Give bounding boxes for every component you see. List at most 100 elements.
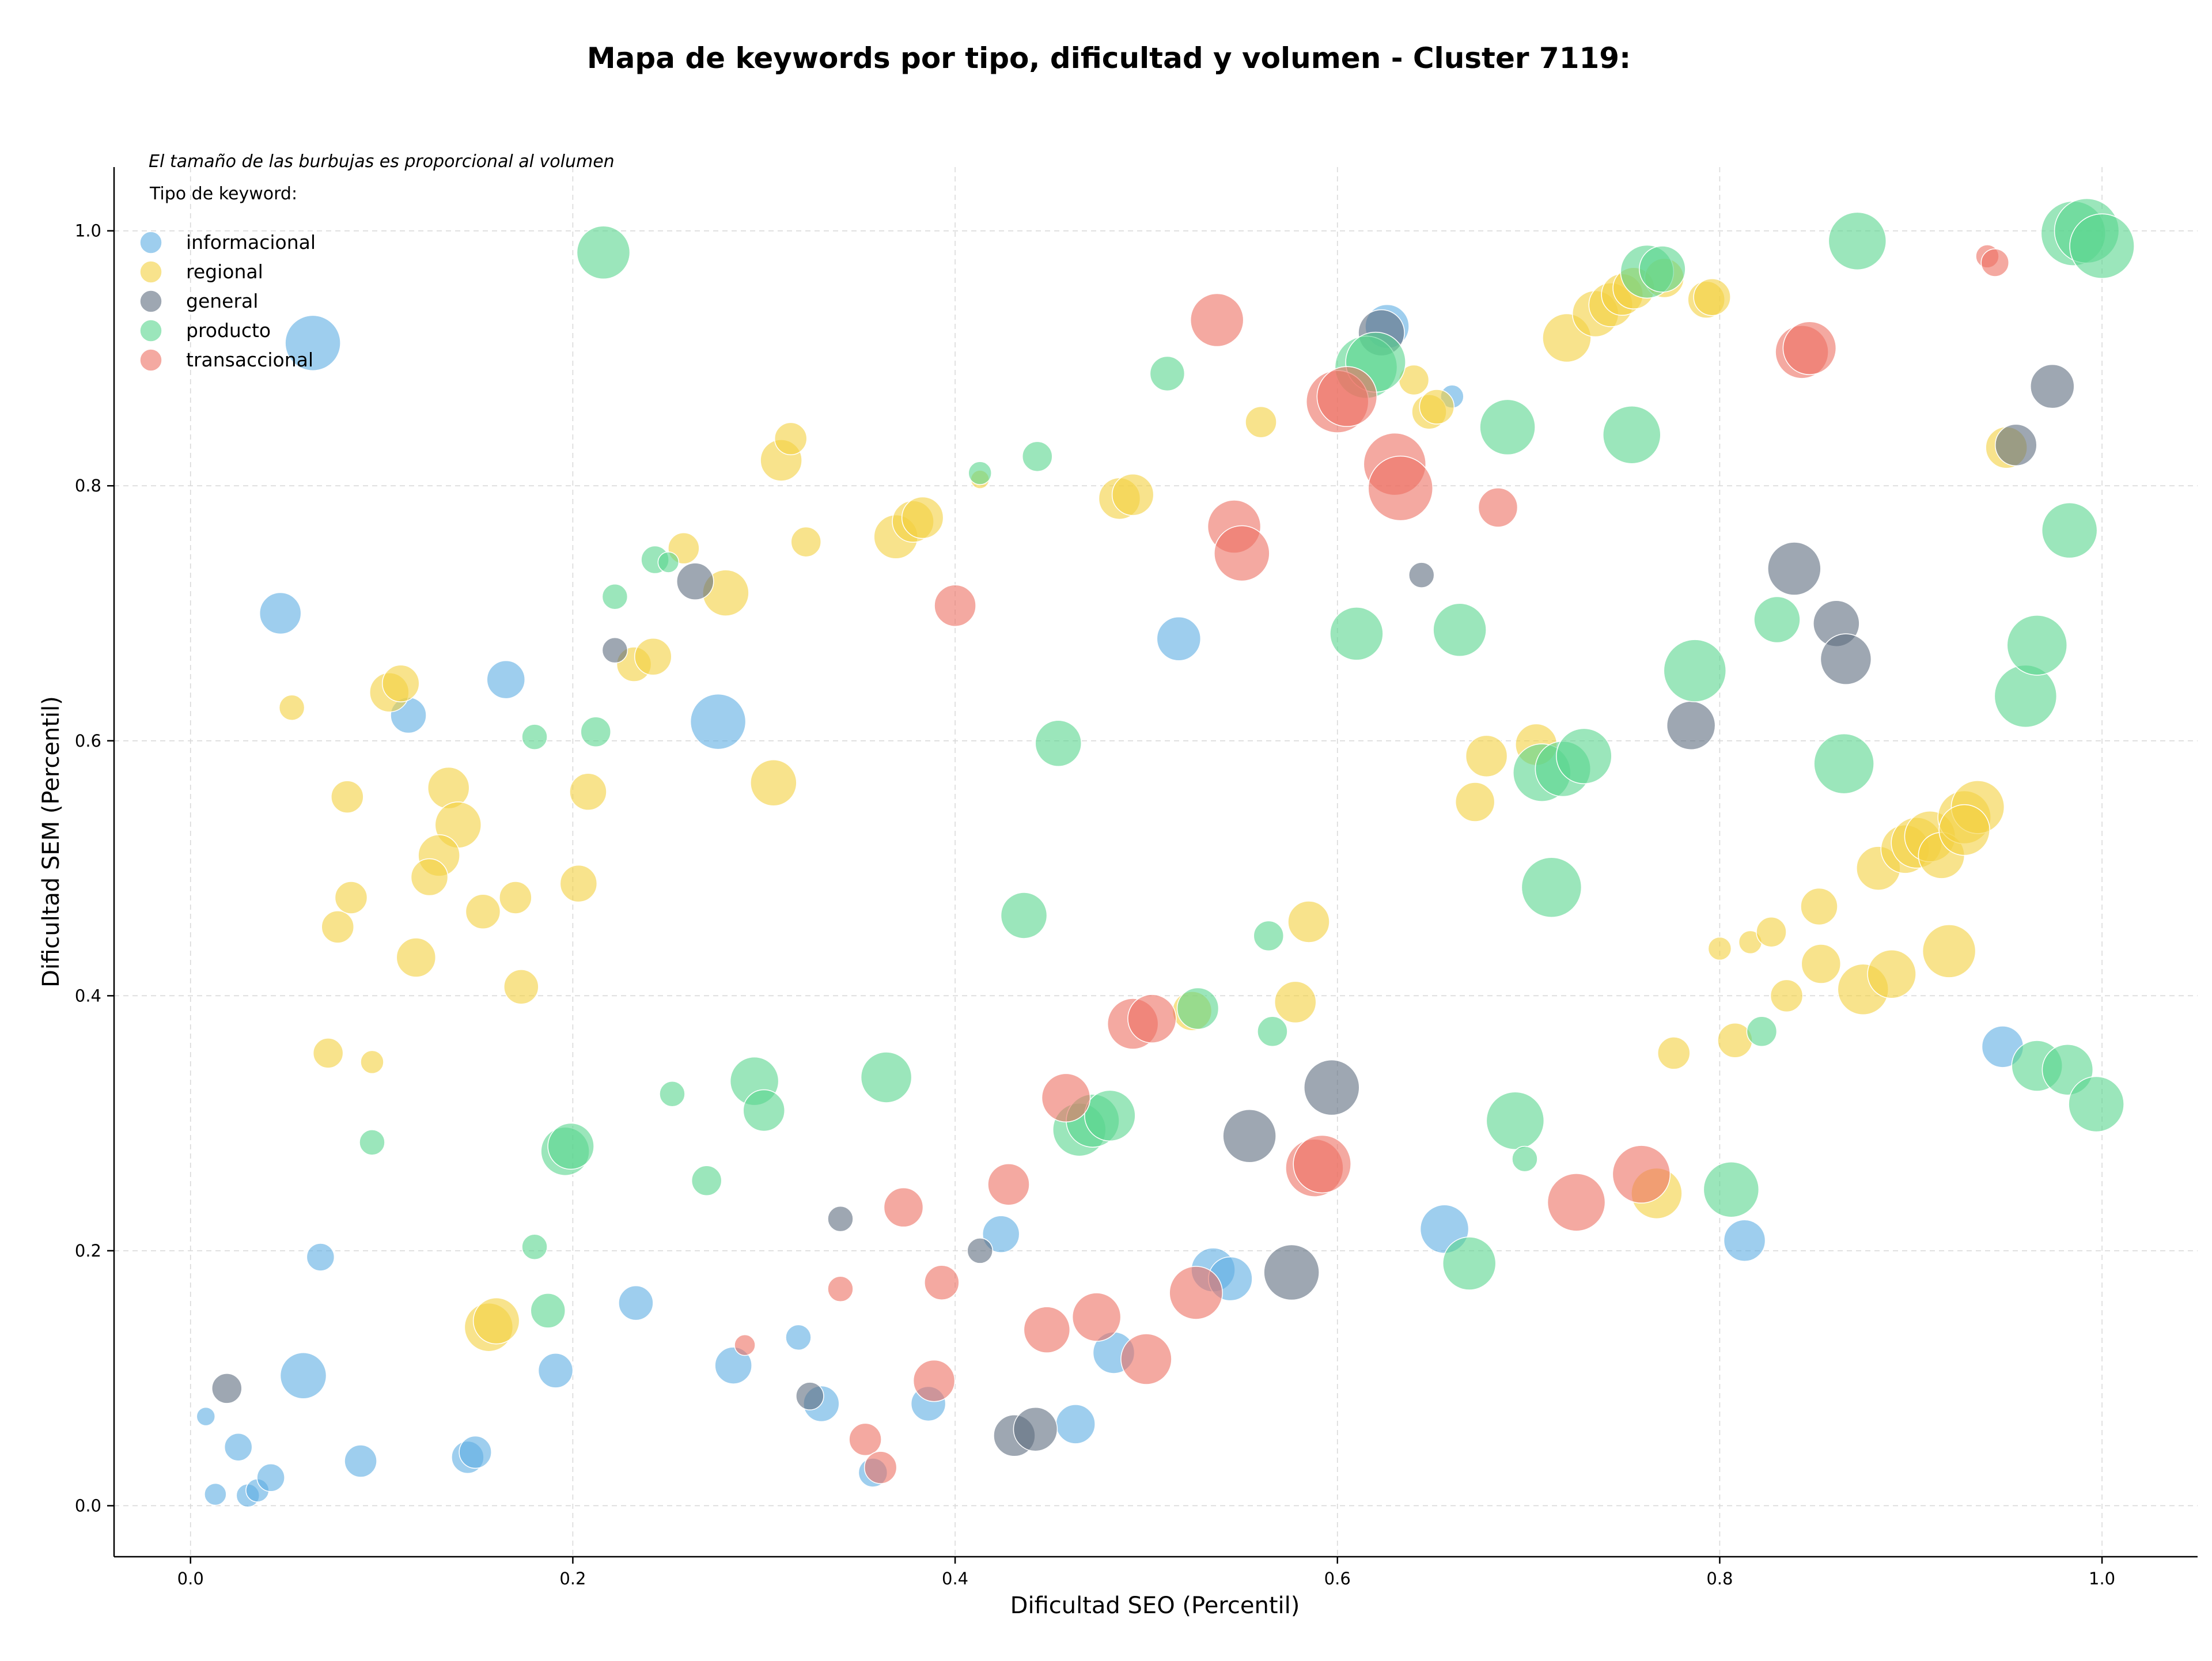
bubble-producto — [657, 551, 680, 573]
bubble-regional — [1274, 981, 1317, 1024]
bubble-regional — [1756, 916, 1787, 948]
bubble-producto — [2041, 502, 2098, 559]
bubble-producto — [530, 1293, 566, 1329]
bubble-informacional — [459, 1435, 492, 1469]
bubble-regional — [569, 773, 607, 811]
bubble-regional — [901, 496, 944, 539]
bubble-producto — [359, 1129, 385, 1156]
bubble-regional — [499, 881, 532, 914]
bubble-producto — [1035, 720, 1082, 767]
legend-label-transaccional: transaccional — [186, 349, 313, 371]
x-axis-title: Dificultad SEO (Percentil) — [1010, 1592, 1300, 1619]
bubble-producto — [1512, 1145, 1538, 1172]
x-tick-label: 0.8 — [1706, 1569, 1733, 1588]
bubble-transaccional — [1041, 1073, 1091, 1123]
y-tick-label: 0.4 — [75, 986, 101, 1005]
bubble-informacional — [256, 1463, 285, 1492]
bubble-informacional — [344, 1444, 377, 1478]
bubble-producto — [1753, 596, 1801, 644]
bubble-regional — [334, 881, 368, 914]
bubble-general — [2030, 364, 2075, 409]
bubble-regional — [410, 858, 449, 896]
bubble-producto — [860, 1051, 912, 1103]
bubble-informacional — [259, 592, 302, 635]
legend-marker-transaccional — [139, 349, 162, 372]
bubble-general — [1408, 562, 1435, 588]
bubble-layer — [196, 198, 2135, 1508]
bubble-producto — [1176, 987, 1219, 1030]
bubble-producto — [968, 461, 992, 485]
legend-marker-general — [139, 290, 162, 313]
y-tick-label: 0.0 — [75, 1496, 101, 1515]
bubble-producto — [1994, 664, 2058, 728]
bubble-informacional — [537, 1353, 574, 1388]
y-tick-label: 0.6 — [75, 731, 101, 751]
bubble-informacional — [1156, 616, 1202, 661]
y-tick-label: 0.2 — [75, 1241, 101, 1261]
bubble-producto — [659, 1080, 685, 1107]
bubble-regional — [1867, 949, 1916, 999]
bubble-producto — [1330, 607, 1384, 661]
bubble-transaccional — [849, 1422, 882, 1456]
bubble-regional — [278, 694, 305, 721]
x-tick-label: 0.6 — [1324, 1569, 1351, 1588]
bubble-informacional — [785, 1324, 812, 1351]
bubble-transaccional — [827, 1276, 854, 1303]
bubble-transaccional — [1782, 321, 1837, 375]
bubble-regional — [1770, 979, 1804, 1013]
bubble-transaccional — [1368, 455, 1433, 521]
bubble-general — [796, 1382, 824, 1410]
bubble-regional — [1801, 944, 1842, 984]
bubble-regional — [465, 894, 501, 930]
bubble-regional — [559, 864, 598, 903]
bubble-producto — [1084, 1089, 1136, 1142]
bubble-transaccional — [1316, 366, 1378, 427]
bubble-transaccional — [734, 1334, 756, 1356]
bubble-regional — [790, 526, 821, 558]
bubble-informacional — [224, 1432, 253, 1462]
bubble-informacional — [982, 1215, 1020, 1253]
legend: informacional regional general producto tran… — [139, 231, 316, 372]
bubble-producto — [1479, 399, 1536, 456]
x-tick-label: 1.0 — [2089, 1569, 2115, 1588]
bubble-transaccional — [1214, 525, 1270, 582]
bubble-general — [1263, 1244, 1320, 1301]
bubble-producto — [1828, 211, 1887, 271]
bubble-regional — [1800, 887, 1838, 926]
axes: 0.0 0.2 0.4 0.6 0.8 1.0 0.0 0.2 0.4 0.6 0.8 1.0 — [75, 167, 2198, 1588]
bubble-regional — [1111, 473, 1154, 516]
bubble-regional — [634, 637, 672, 676]
bubble-regional — [321, 910, 354, 944]
bubble-regional — [1922, 924, 1976, 978]
bubble-producto — [1746, 1016, 1778, 1047]
bubble-transaccional — [1023, 1306, 1071, 1353]
bubble-producto — [1486, 1091, 1545, 1150]
bubble-producto — [1663, 639, 1727, 702]
bubble-producto — [2069, 213, 2135, 279]
bubble-transaccional — [863, 1451, 897, 1484]
bubble-transaccional — [1169, 1266, 1223, 1320]
x-tick-label: 0.4 — [942, 1569, 968, 1588]
legend-marker-regional — [139, 260, 162, 283]
bubble-regional — [1707, 936, 1732, 961]
bubble-general — [1767, 542, 1821, 596]
bubble-general — [1222, 1109, 1277, 1163]
bubble-general — [676, 562, 714, 600]
bubble-general — [211, 1373, 243, 1404]
bubble-regional — [1287, 901, 1330, 943]
legend-marker-producto — [139, 319, 162, 342]
chart-title: Mapa de keywords por tipo, dificultad y … — [587, 41, 1631, 75]
bubble-producto — [1257, 1016, 1288, 1047]
legend-label-regional: regional — [186, 260, 263, 283]
y-axis-title: Dificultad SEM (Percentil) — [38, 696, 65, 987]
bubble-informacional — [204, 1482, 227, 1506]
bubble-informacional — [1723, 1219, 1766, 1262]
bubble-informacional — [196, 1406, 216, 1427]
bubble-general — [1820, 633, 1872, 685]
bubble-informacional — [285, 315, 341, 372]
bubble-producto — [1433, 603, 1487, 657]
bubble-regional — [396, 937, 437, 978]
bubble-producto — [521, 1234, 548, 1261]
bubble-transaccional — [883, 1187, 924, 1228]
